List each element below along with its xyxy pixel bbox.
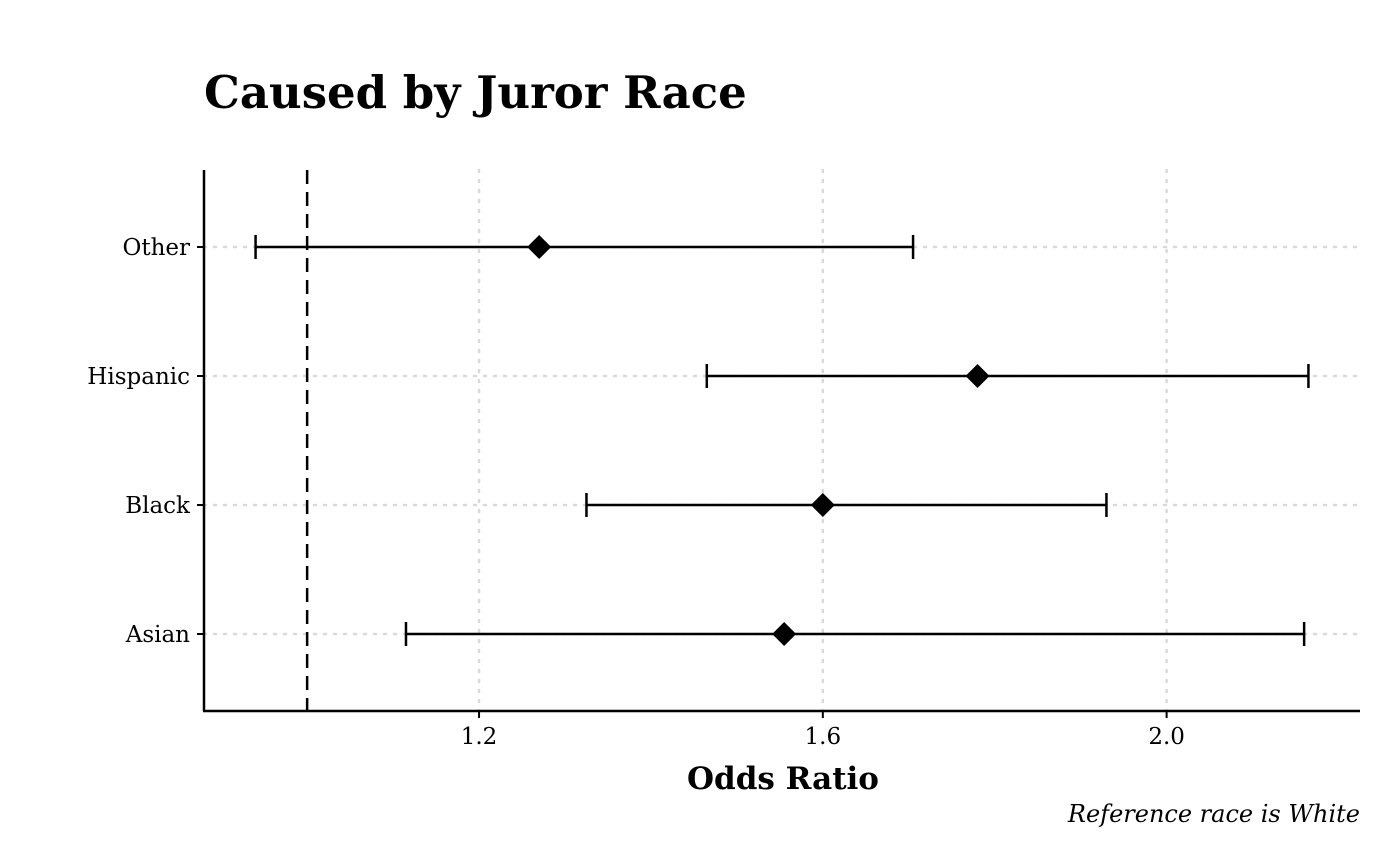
estimate-point-asian [772,622,797,646]
caption: Reference race is White [1067,800,1360,828]
data-marks [254,235,1310,646]
estimate-point-hispanic [965,364,990,388]
y-tick-label: Hispanic [87,364,190,390]
x-tick-label: 2.0 [1148,724,1185,750]
estimate-point-other [527,235,552,259]
y-tick-label: Asian [125,622,190,648]
x-tick-label: 1.2 [461,724,498,750]
x-axis-title: Odds Ratio [687,761,879,797]
y-tick-label: Other [122,235,190,261]
y-tick-label: Black [125,493,191,519]
estimate-point-black [810,493,835,517]
chart-title: Caused by Juror Race [204,66,747,119]
axes: 1.2 1.6 2.0 Asian Black Hispanic Other [87,170,1360,750]
x-tick-label: 1.6 [805,724,842,750]
